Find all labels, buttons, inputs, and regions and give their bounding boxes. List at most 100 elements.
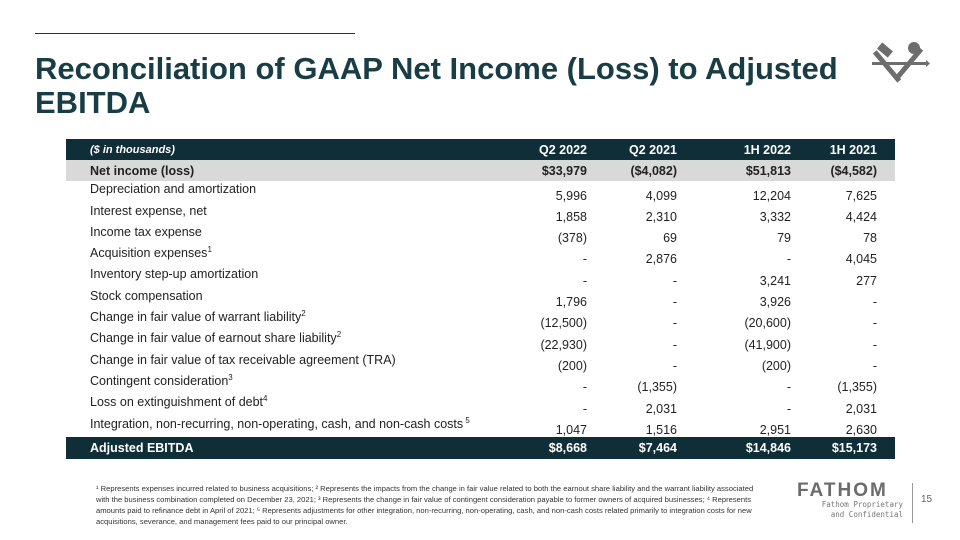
row-label-text: Change in fair value of earnout share li…: [90, 331, 337, 346]
cell: -: [672, 316, 677, 331]
cell: ($4,082): [595, 160, 685, 182]
cell: $15,173: [799, 436, 895, 459]
cell: -: [672, 273, 677, 288]
table-row: Stock compensation 1,796 - 3,926 -: [66, 288, 895, 309]
footnotes: ¹ Represents expenses incurred related t…: [96, 484, 754, 526]
cell: 78: [863, 231, 877, 246]
cell: -: [872, 358, 877, 373]
cell: -: [582, 401, 587, 416]
table-row: Change in fair value of earnout share li…: [66, 330, 895, 351]
cell: $51,813: [685, 160, 799, 182]
cell: -: [786, 401, 791, 416]
cell: 2,951: [759, 422, 791, 437]
cell: (1,355): [837, 380, 877, 395]
footnote-ref: 3: [228, 372, 233, 382]
row-label: Change in fair value of earnout share li…: [66, 330, 509, 351]
hammer-wrench-pencil-logo-icon: [872, 42, 930, 83]
cell: -: [672, 337, 677, 352]
row-label-text: Inventory step-up amortization: [90, 267, 259, 282]
row-label-text: Loss on extinguishment of debt: [90, 395, 264, 410]
row-label: Stock compensation: [66, 288, 509, 309]
cell: 5,996: [555, 188, 587, 203]
cell: -: [582, 273, 587, 288]
col-header: Q2 2021: [595, 139, 685, 160]
fathom-logo: FATHOM: [797, 480, 888, 501]
cell: 2,310: [645, 209, 677, 224]
confidentiality-note: Fathom Proprietary and Confidential: [800, 500, 903, 520]
cell: 4,045: [845, 252, 877, 267]
cell: (378): [557, 231, 587, 246]
row-label-text: Contingent consideration: [90, 374, 229, 389]
row-label: Inventory step-up amortization: [66, 266, 509, 287]
row-label-text: Change in fair value of tax receivable a…: [90, 352, 396, 367]
page-title: Reconciliation of GAAP Net Income (Loss)…: [35, 51, 838, 120]
cell: 7,625: [845, 188, 877, 203]
row-label: Change in fair value of tax receivable a…: [66, 352, 509, 373]
table-row: Integration, non-recurring, non-operatin…: [66, 416, 895, 437]
net-income-row: Net income (loss) $33,979 ($4,082) $51,8…: [66, 160, 895, 182]
row-label: Integration, non-recurring, non-operatin…: [66, 416, 509, 437]
row-label: Acquisition expenses1: [66, 245, 509, 266]
table-row: Change in fair value of warrant liabilit…: [66, 309, 895, 330]
row-label-text: Acquisition expenses: [90, 246, 208, 261]
cell: -: [872, 337, 877, 352]
col-header: 1H 2022: [685, 139, 799, 160]
cell: 2,031: [845, 401, 877, 416]
row-label-text: Integration, non-recurring, non-operatin…: [90, 416, 464, 431]
cell: -: [872, 316, 877, 331]
cell: 1,516: [645, 422, 677, 437]
row-label-text: Income tax expense: [90, 225, 202, 240]
cell: -: [582, 252, 587, 267]
cell: -: [786, 380, 791, 395]
cell: 1,047: [555, 422, 587, 437]
table-row: Income tax expense (378) 69 79 78: [66, 224, 895, 245]
cell: (200): [557, 358, 587, 373]
row-label: Change in fair value of warrant liabilit…: [66, 309, 509, 330]
row-label: Depreciation and amortization: [66, 181, 509, 202]
cell: 2,630: [845, 422, 877, 437]
cell: (41,900): [744, 337, 791, 352]
footnote-ref: 5: [463, 415, 470, 425]
adjusted-ebitda-row: Adjusted EBITDA $8,668 $7,464 $14,846 $1…: [66, 436, 895, 459]
cell: (12,500): [540, 316, 587, 331]
cell: -: [672, 358, 677, 373]
table-row: Loss on extinguishment of debt4 - 2,031 - 2,…: [66, 394, 895, 415]
row-label: Net income (loss): [66, 160, 509, 182]
units-label: ($ in thousands): [66, 139, 509, 160]
cell: 4,424: [845, 209, 877, 224]
title-rule: [35, 33, 355, 34]
row-label: Adjusted EBITDA: [66, 436, 509, 459]
cell: $33,979: [509, 160, 595, 182]
confidentiality-line: and Confidential: [830, 510, 903, 519]
table-row: Inventory step-up amortization - - 3,241 277: [66, 266, 895, 288]
footnote-ref: 2: [336, 330, 342, 340]
row-label-text: Stock compensation: [90, 288, 203, 303]
cell: (20,600): [744, 316, 791, 331]
cell: -: [872, 295, 877, 310]
col-header: Q2 2022: [509, 139, 595, 160]
cell: $7,464: [595, 436, 685, 459]
cell: (200): [761, 358, 791, 373]
footnote-ref: 1: [207, 245, 212, 255]
table-row: Change in fair value of tax receivable a…: [66, 352, 895, 373]
table-row: Contingent consideration3 - (1,355) - (1,355…: [66, 373, 895, 394]
row-label-text: Interest expense, net: [90, 203, 207, 218]
row-label: Contingent consideration3: [66, 373, 509, 394]
cell: 2,876: [645, 252, 677, 267]
footnote-ref: 4: [263, 394, 268, 404]
cell: ($4,582): [799, 160, 895, 182]
cell: -: [672, 295, 677, 310]
cell: 4,099: [645, 188, 677, 203]
row-label-text: Change in fair value of warrant liabilit…: [90, 310, 302, 325]
page-number: 15: [921, 494, 933, 505]
col-header: 1H 2021: [799, 139, 895, 160]
row-label-text: Depreciation and amortization: [90, 182, 257, 197]
cell: 3,332: [759, 209, 791, 224]
cell: 2,031: [645, 401, 677, 416]
row-label: Income tax expense: [66, 224, 509, 245]
table-header-row: ($ in thousands) Q2 2022 Q2 2021 1H 2022…: [66, 139, 895, 160]
cell: 79: [777, 231, 791, 246]
cell: (22,930): [540, 337, 587, 352]
cell: 1,796: [555, 295, 587, 310]
footer-divider: [912, 483, 913, 523]
